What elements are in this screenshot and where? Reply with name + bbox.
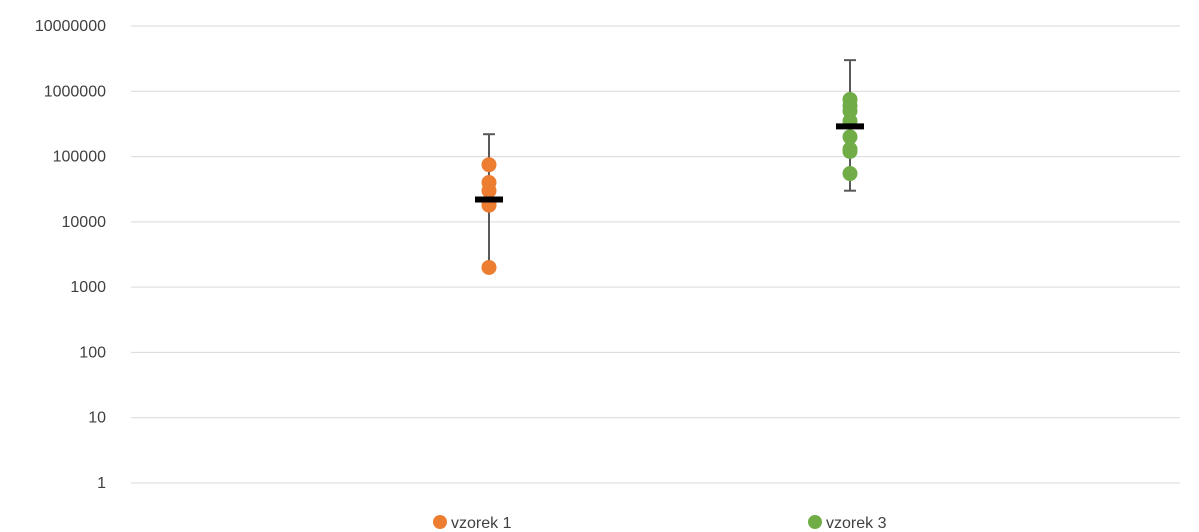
legend-marker bbox=[433, 515, 447, 529]
series-2 bbox=[836, 59, 864, 192]
y-axis-tick-labels: 1 10 100 1000 10000 100000 1000000 10000000 bbox=[35, 18, 106, 492]
series-layer bbox=[475, 59, 864, 275]
data-point bbox=[481, 259, 497, 275]
data-point bbox=[842, 91, 858, 107]
gridlines bbox=[131, 25, 1180, 484]
y-tick-label: 100 bbox=[79, 344, 106, 361]
y-tick-label: 1 bbox=[97, 475, 106, 492]
data-point bbox=[842, 166, 858, 182]
data-point bbox=[481, 175, 497, 191]
y-tick-label: 10000000 bbox=[35, 18, 106, 35]
legend: vzorek 1 vzorek 3 bbox=[433, 515, 887, 532]
data-point bbox=[481, 157, 497, 173]
series-1 bbox=[475, 133, 503, 275]
y-tick-label: 10000 bbox=[62, 214, 107, 231]
data-point bbox=[842, 129, 858, 145]
legend-label: vzorek 1 bbox=[451, 515, 512, 532]
mean-marker bbox=[475, 196, 503, 203]
mean-marker bbox=[836, 123, 864, 130]
y-tick-label: 10 bbox=[88, 410, 106, 427]
legend-marker bbox=[808, 515, 822, 529]
data-point bbox=[842, 141, 858, 157]
y-tick-label: 1000000 bbox=[44, 83, 106, 100]
y-tick-label: 100000 bbox=[53, 149, 106, 166]
y-tick-label: 1000 bbox=[70, 279, 106, 296]
legend-label: vzorek 3 bbox=[826, 515, 887, 532]
